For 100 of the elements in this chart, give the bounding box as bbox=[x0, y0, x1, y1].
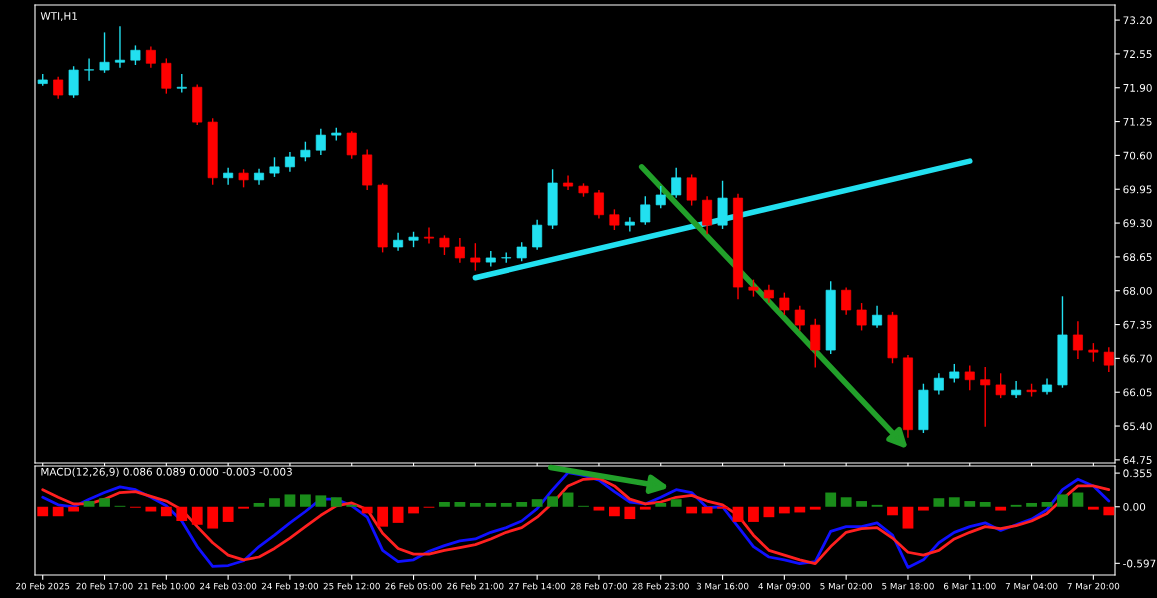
x-tick-label: 26 Feb 21:00 bbox=[447, 582, 504, 590]
bar bbox=[284, 494, 296, 507]
bar bbox=[840, 497, 852, 507]
bar bbox=[902, 506, 914, 529]
x-tick-label: 20 Feb 17:00 bbox=[76, 582, 133, 590]
candlestick bbox=[671, 167, 682, 198]
x-tick-label: 27 Feb 14:00 bbox=[509, 582, 566, 590]
bar bbox=[825, 492, 837, 507]
bar bbox=[160, 506, 172, 517]
bar bbox=[361, 506, 373, 514]
candlestick bbox=[1072, 321, 1083, 360]
bar bbox=[1072, 492, 1084, 507]
y-tick-label: 69.95 bbox=[1123, 185, 1152, 194]
bar bbox=[99, 498, 110, 507]
bar bbox=[547, 496, 558, 507]
bar bbox=[408, 506, 419, 514]
bar bbox=[1026, 502, 1037, 507]
x-tick-label: 20 Feb 2025 bbox=[16, 582, 70, 590]
bar bbox=[377, 506, 389, 527]
candlestick bbox=[424, 227, 434, 244]
bar bbox=[608, 506, 620, 517]
candlestick bbox=[454, 237, 465, 263]
x-tick-label: 24 Feb 03:00 bbox=[200, 582, 257, 590]
candlestick bbox=[130, 45, 141, 66]
bar bbox=[809, 506, 821, 510]
candlestick bbox=[872, 305, 883, 328]
candlestick bbox=[624, 217, 635, 232]
text: WTI,H1 bbox=[40, 12, 77, 21]
candlestick bbox=[1011, 381, 1022, 399]
y-tick-label: 70.60 bbox=[1123, 151, 1152, 160]
bar bbox=[52, 506, 64, 517]
x-tick-label: 24 Feb 19:00 bbox=[261, 582, 319, 590]
bar bbox=[639, 506, 651, 510]
bar bbox=[207, 506, 219, 529]
bar bbox=[253, 502, 265, 507]
bar bbox=[1057, 494, 1068, 507]
x-tick-label: 6 Mar 11:00 bbox=[943, 582, 996, 590]
y-tick-label: 69.30 bbox=[1123, 219, 1152, 228]
bar bbox=[701, 506, 713, 514]
bar bbox=[516, 502, 528, 507]
candlestick bbox=[779, 292, 790, 315]
x-tick-label: 21 Feb 10:00 bbox=[138, 582, 195, 590]
candlestick bbox=[53, 76, 64, 99]
x-tick-label: 26 Feb 05:00 bbox=[385, 582, 442, 590]
candlestick bbox=[439, 235, 450, 255]
y-tick-label: 0.355 bbox=[1123, 469, 1152, 478]
candlestick bbox=[300, 141, 311, 162]
bar bbox=[748, 506, 759, 522]
chart-title: MACD(12,26,9) 0.086 0.089 0.000 -0.003 -0.003 bbox=[41, 467, 292, 477]
bar bbox=[670, 499, 682, 507]
bar bbox=[392, 506, 404, 523]
bar bbox=[933, 498, 945, 507]
bar bbox=[979, 502, 991, 507]
bar bbox=[1103, 506, 1115, 516]
bar bbox=[655, 502, 667, 507]
candlestick bbox=[841, 287, 852, 315]
candlestick bbox=[223, 167, 234, 185]
candlestick bbox=[995, 373, 1006, 399]
candlestick bbox=[284, 152, 295, 172]
bar bbox=[948, 497, 960, 507]
bar bbox=[439, 502, 450, 507]
bar bbox=[485, 502, 497, 507]
y-tick-label: 72.55 bbox=[1123, 50, 1152, 59]
bar bbox=[562, 492, 574, 507]
bar bbox=[531, 499, 543, 507]
x-tick-label: 28 Feb 07:00 bbox=[570, 582, 628, 590]
bar bbox=[856, 501, 868, 507]
bar bbox=[763, 506, 775, 518]
candlestick bbox=[856, 303, 867, 331]
bar bbox=[1087, 506, 1099, 510]
bar bbox=[778, 506, 790, 514]
bar bbox=[995, 506, 1007, 511]
candlestick bbox=[980, 367, 991, 427]
bar bbox=[686, 506, 698, 514]
bar bbox=[330, 497, 342, 507]
bar bbox=[222, 506, 234, 522]
y-tick-label: 73.20 bbox=[1123, 16, 1152, 25]
bar bbox=[454, 502, 466, 507]
candlestick bbox=[346, 131, 357, 159]
x-tick-label: 5 Mar 02:00 bbox=[820, 582, 873, 590]
x-tick-label: 7 Mar 04:00 bbox=[1005, 582, 1058, 590]
bar bbox=[299, 494, 311, 507]
y-tick-label: 64.75 bbox=[1123, 456, 1152, 464]
candlestick bbox=[145, 46, 156, 68]
candlestick bbox=[933, 373, 944, 395]
bar bbox=[469, 502, 481, 507]
bar bbox=[964, 501, 976, 507]
bar bbox=[37, 506, 49, 517]
bar bbox=[191, 506, 203, 525]
candlestick bbox=[563, 175, 574, 190]
candlestick bbox=[593, 190, 604, 219]
bar bbox=[887, 506, 898, 516]
bar bbox=[918, 506, 929, 511]
bar bbox=[1041, 502, 1053, 507]
candlestick bbox=[794, 305, 805, 331]
candlestick bbox=[532, 219, 543, 250]
candlestick bbox=[84, 58, 95, 81]
bar bbox=[269, 498, 280, 507]
x-tick-label: 3 Mar 16:00 bbox=[696, 582, 749, 590]
y-tick-label: 71.90 bbox=[1123, 83, 1152, 92]
